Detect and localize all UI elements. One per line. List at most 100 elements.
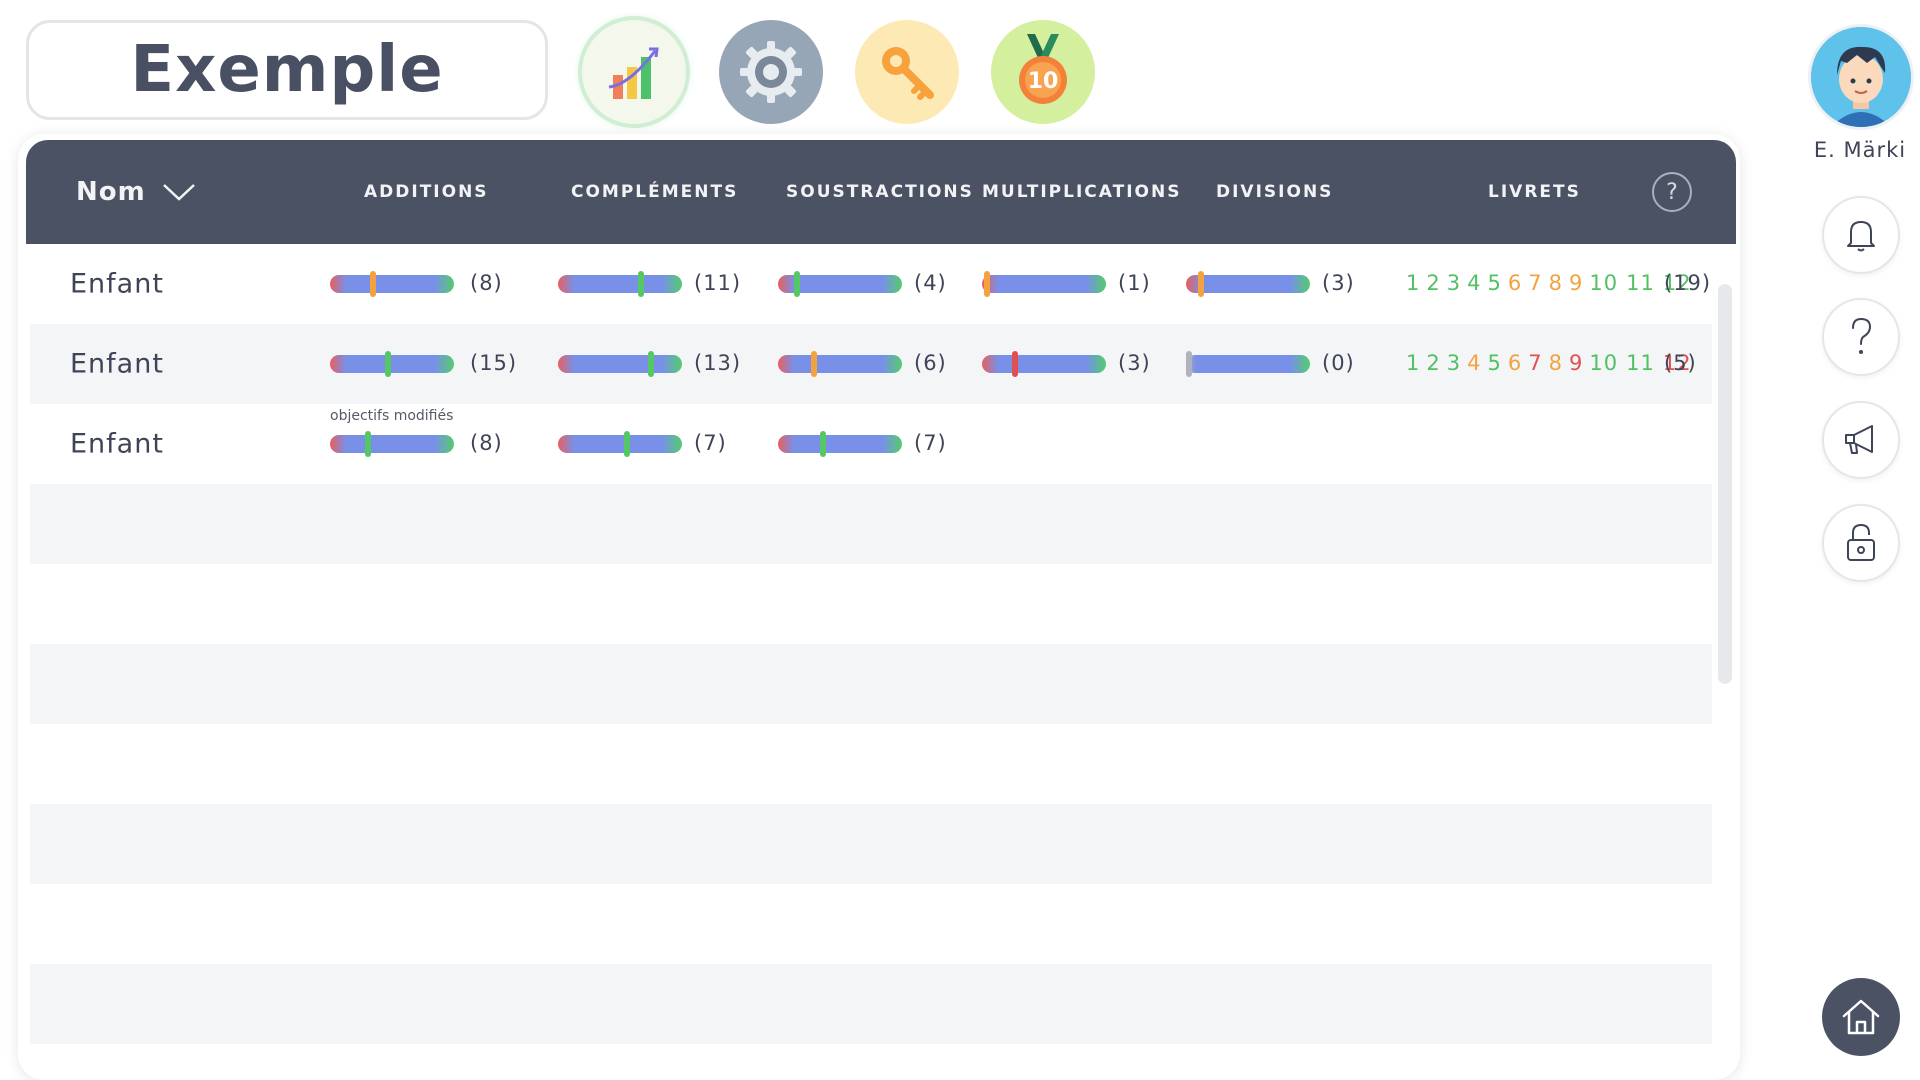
complements-progress-bar[interactable]: [558, 431, 682, 457]
notifications-button[interactable]: [1822, 196, 1900, 274]
sort-by-name-button[interactable]: Nom: [76, 177, 196, 207]
soustractions-count: (4): [914, 271, 947, 295]
column-divisions[interactable]: DIVISIONS: [1216, 182, 1334, 202]
multiplications-count: (3): [1118, 351, 1151, 375]
soustractions-progress-bar[interactable]: [778, 351, 902, 377]
table-help-button[interactable]: ?: [1652, 172, 1692, 212]
livret-number[interactable]: 4: [1467, 351, 1482, 375]
table-header: Nom ADDITIONS COMPLÉMENTS SOUSTRACTIONS …: [26, 140, 1736, 244]
column-complements[interactable]: COMPLÉMENTS: [571, 182, 739, 202]
additions-progress-bar[interactable]: [330, 271, 454, 297]
livret-number[interactable]: 7: [1528, 351, 1543, 375]
soustractions-count: (6): [914, 351, 947, 375]
statistics-button[interactable]: [582, 20, 686, 124]
livret-number[interactable]: 11: [1626, 271, 1655, 295]
livret-number[interactable]: 7: [1528, 271, 1543, 295]
complements-progress-marker: [638, 271, 644, 297]
complements-progress-bar[interactable]: [558, 271, 682, 297]
announcements-button[interactable]: [1822, 401, 1900, 479]
livret-number[interactable]: 11: [1626, 351, 1655, 375]
soustractions-progress-bar[interactable]: [778, 431, 902, 457]
table-row[interactable]: [30, 964, 1712, 1044]
megaphone-icon: [1845, 425, 1873, 454]
table-scrollbar[interactable]: [1718, 284, 1732, 684]
divisions-count: (0): [1322, 351, 1355, 375]
livret-number[interactable]: 12: [1662, 271, 1692, 295]
complements-count: (11): [694, 271, 742, 295]
livret-number[interactable]: 10: [1589, 351, 1619, 375]
livret-number[interactable]: 12: [1662, 351, 1692, 375]
table-row[interactable]: [30, 564, 1712, 644]
user-name: E. Märki: [1813, 138, 1907, 162]
livret-number[interactable]: 3: [1446, 271, 1462, 295]
question-icon: [1852, 317, 1872, 354]
livret-number[interactable]: 9: [1569, 271, 1584, 295]
chevron-down-icon: [162, 184, 195, 201]
divisions-progress-bar[interactable]: [1186, 271, 1310, 297]
divisions-progress-marker: [1186, 351, 1192, 377]
livrets-total: (5): [1664, 351, 1697, 375]
medal-icon: 10: [1019, 34, 1067, 104]
home-button[interactable]: [1822, 978, 1900, 1056]
livret-number[interactable]: 4: [1467, 271, 1482, 295]
column-additions[interactable]: ADDITIONS: [364, 182, 489, 202]
student-name[interactable]: Enfant: [70, 428, 164, 460]
table-row[interactable]: [30, 724, 1712, 804]
table-row[interactable]: [30, 1044, 1712, 1080]
livret-number[interactable]: 2: [1426, 271, 1441, 295]
livret-number[interactable]: 5: [1487, 271, 1502, 295]
unlock-icon: [1847, 523, 1875, 561]
table-row[interactable]: [30, 884, 1712, 964]
lock-button[interactable]: [1822, 504, 1900, 582]
livret-number[interactable]: 1: [1406, 351, 1421, 375]
livret-number[interactable]: 6: [1507, 271, 1523, 295]
multiplications-progress-bar[interactable]: [982, 271, 1106, 297]
complements-progress-bar[interactable]: [558, 351, 682, 377]
student-name[interactable]: Enfant: [70, 348, 164, 380]
additions-progress-marker: [385, 351, 391, 377]
medal-button[interactable]: 10: [991, 20, 1095, 124]
table-row[interactable]: [30, 804, 1712, 884]
table-row[interactable]: [30, 484, 1712, 564]
livret-number[interactable]: 2: [1426, 351, 1441, 375]
additions-progress-bar[interactable]: [330, 431, 454, 457]
multiplications-progress-bar[interactable]: [982, 351, 1106, 377]
column-soustractions[interactable]: SOUSTRACTIONS: [786, 182, 974, 202]
divisions-count: (3): [1322, 271, 1355, 295]
column-livrets[interactable]: LIVRETS: [1488, 182, 1581, 202]
livret-number[interactable]: 5: [1487, 351, 1502, 375]
table-row[interactable]: Enfant objectifs modifiés (8) (7) (7): [30, 404, 1712, 484]
livret-number[interactable]: 3: [1446, 351, 1462, 375]
livret-number[interactable]: 6: [1507, 351, 1523, 375]
livret-number[interactable]: 8: [1548, 351, 1563, 375]
student-name[interactable]: Enfant: [70, 268, 164, 300]
livret-number[interactable]: 9: [1569, 351, 1584, 375]
additions-progress-bar[interactable]: [330, 351, 454, 377]
livrets-total: (19): [1664, 271, 1712, 295]
user-avatar-icon: [1811, 27, 1911, 127]
additions-count: (8): [470, 271, 503, 295]
livret-number[interactable]: 1: [1406, 271, 1421, 295]
avatar[interactable]: [1808, 24, 1914, 130]
settings-button[interactable]: [719, 20, 823, 124]
divisions-progress-bar[interactable]: [1186, 351, 1310, 377]
column-multiplications[interactable]: MULTIPLICATIONS: [982, 182, 1182, 202]
additions-count: (8): [470, 431, 503, 455]
help-button[interactable]: [1822, 298, 1900, 376]
table-row[interactable]: [30, 644, 1712, 724]
divisions-progress-marker: [1198, 271, 1204, 297]
livrets-list: 1 2 3 4 5 6 7 8 9 10 11 12: [1406, 351, 1700, 375]
soustractions-count: (7): [914, 431, 947, 455]
soustractions-progress-bar[interactable]: [778, 271, 902, 297]
key-button[interactable]: [855, 20, 959, 124]
livrets-list: 1 2 3 4 5 6 7 8 9 10 11 12: [1406, 271, 1700, 295]
multiplications-progress-marker: [984, 271, 990, 297]
table-row[interactable]: Enfant (15) (13) (6) (3) (0) 1 2 3 4 5 6 7 8 9 10 11 12 (5…: [30, 324, 1712, 404]
table-row[interactable]: Enfant (8) (11) (4) (1) (3) 1 2 3 4 5 6 7 8 9 10 11 12 (19…: [30, 244, 1712, 324]
livret-number[interactable]: 8: [1548, 271, 1563, 295]
livret-number[interactable]: 10: [1589, 271, 1619, 295]
soustractions-progress-marker: [820, 431, 826, 457]
objectives-modified-note: objectifs modifiés: [330, 408, 454, 424]
additions-progress-marker: [370, 271, 376, 297]
bell-icon: [1847, 221, 1875, 252]
